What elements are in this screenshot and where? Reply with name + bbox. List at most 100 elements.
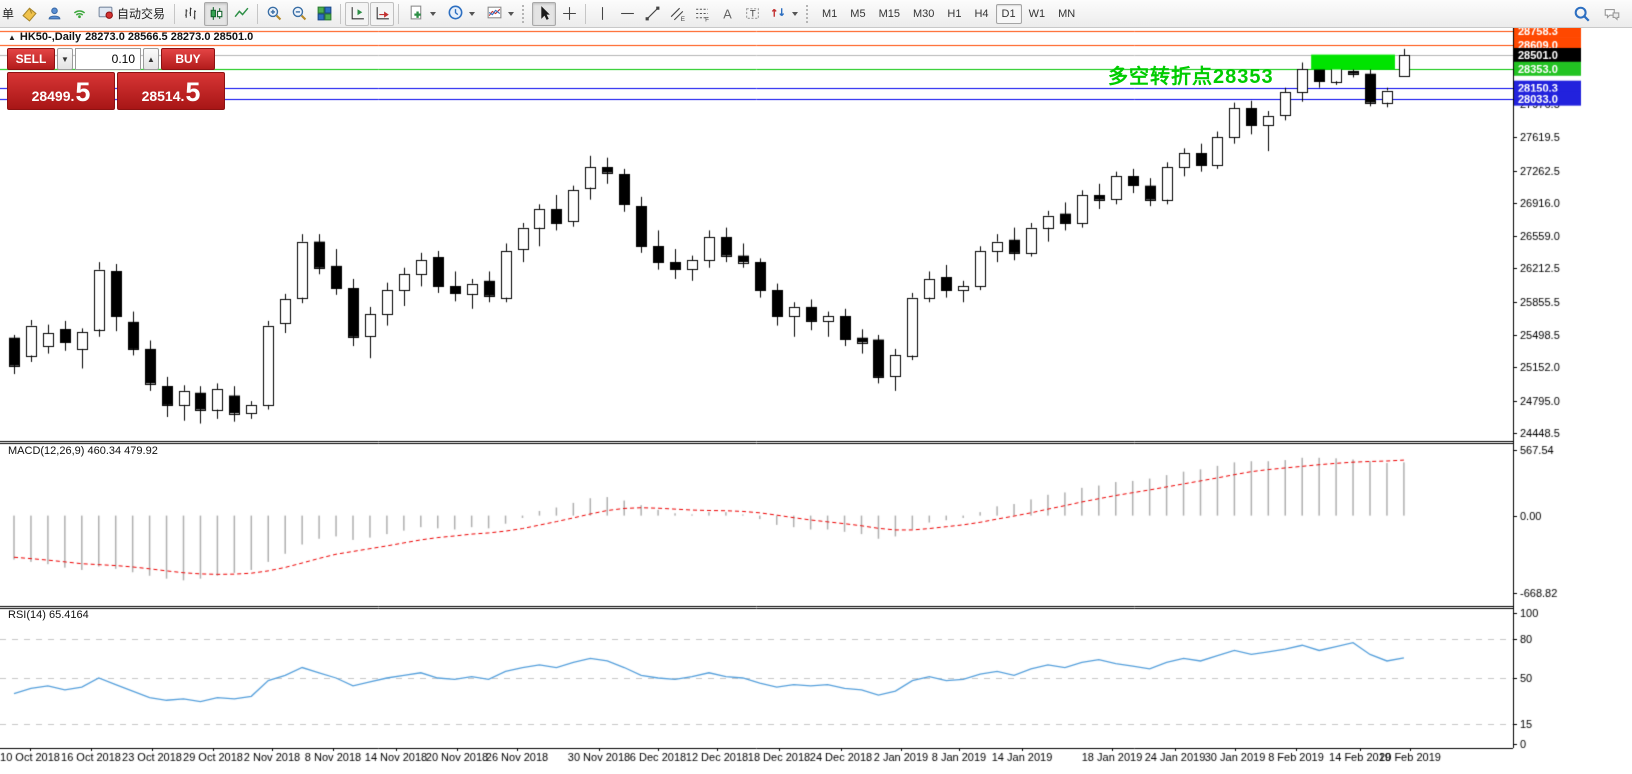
sell-price-big-digit: 5 [75, 77, 91, 107]
horizontal-line-icon [619, 5, 636, 22]
fibonacci-button[interactable]: F [690, 2, 714, 26]
crosshair-button[interactable] [557, 2, 581, 26]
svg-text:T: T [749, 9, 755, 20]
auto-scroll-button[interactable] [370, 1, 395, 26]
timeframe-button-h1[interactable]: H1 [941, 4, 967, 24]
timeframe-button-h4[interactable]: H4 [968, 4, 994, 24]
timeframe-button-d1[interactable]: D1 [995, 3, 1022, 24]
svg-text:A: A [723, 6, 732, 21]
macd-name: MACD(12,26,9) [8, 445, 85, 457]
timeframe-button-w1[interactable]: W1 [1023, 4, 1052, 24]
toolbar-separator [585, 3, 587, 24]
clock-icon [447, 4, 464, 24]
toolbar-right-group [1570, 2, 1632, 26]
buy-price-big-digit: 5 [185, 77, 201, 107]
candlestick-chart-button[interactable] [204, 1, 229, 26]
sell-price-button[interactable]: 28499. 5 [7, 72, 115, 110]
chart-ohlc-values: 28273.0 28566.5 28273.0 28501.0 [85, 31, 254, 43]
signal-button[interactable] [67, 2, 91, 26]
chart-shift-button[interactable] [345, 1, 370, 26]
rsi-value: 65.4164 [48, 609, 89, 621]
auto-trading-label: 自动交易 [117, 7, 166, 21]
collapse-triangle-icon[interactable]: ▲ [8, 32, 16, 42]
zoom-out-icon [291, 5, 308, 22]
sell-button[interactable]: SELL [7, 48, 55, 70]
buy-price-main: 28514. [141, 88, 185, 104]
rsi-indicator-label: RSI(14) 65.4164 [8, 609, 89, 621]
auto-scroll-icon [374, 5, 391, 22]
profile-button[interactable] [42, 2, 66, 26]
new-order-button[interactable] [17, 2, 41, 26]
macd-values: 460.34 479.92 [87, 445, 158, 457]
arrows-button[interactable] [765, 2, 803, 26]
chart-symbol-period: HK50-,Daily [19, 31, 82, 43]
chevron-down-icon [430, 11, 437, 16]
equidistant-channel-icon: E [669, 5, 686, 22]
vertical-line-icon [594, 5, 611, 22]
trendline-button[interactable] [640, 2, 664, 26]
new-order-label[interactable]: 单 [2, 7, 15, 21]
horizontal-line-button[interactable] [615, 2, 639, 26]
timeframe-button-m30[interactable]: M30 [907, 4, 940, 24]
timeframe-group: M1 M5 M15 M30 H1 H4 D1 W1 MN [816, 3, 1081, 24]
fibonacci-icon: F [694, 5, 711, 22]
crosshair-icon [561, 5, 578, 22]
auto-trading-icon [97, 4, 114, 24]
text-label-icon: T [744, 5, 761, 22]
bar-chart-icon [183, 5, 200, 22]
buy-button[interactable]: BUY [161, 48, 215, 70]
channel-button[interactable]: E [665, 2, 689, 26]
chart-shift-icon [349, 5, 366, 22]
chart-title: ▲ HK50-,Daily 28273.0 28566.5 28273.0 28… [8, 31, 253, 43]
sell-price-main: 28499. [31, 88, 75, 104]
tile-windows-button[interactable] [312, 2, 336, 26]
volume-step-up-button[interactable]: ▲ [143, 48, 159, 70]
candlestick-chart-icon [208, 5, 225, 22]
volume-input[interactable]: 0.10 [75, 48, 141, 70]
timeframe-button-m15[interactable]: M15 [873, 4, 906, 24]
tile-windows-icon [316, 5, 333, 22]
toolbar-separator [257, 3, 259, 24]
text-button[interactable]: A [715, 2, 739, 26]
buy-price-button[interactable]: 28514. 5 [117, 72, 225, 110]
search-button[interactable] [1570, 2, 1594, 26]
auto-trading-button[interactable]: 自动交易 [92, 2, 170, 26]
chevron-down-icon [469, 11, 476, 16]
line-chart-button[interactable] [229, 2, 253, 26]
new-chart-icon [408, 4, 425, 24]
chart-canvas[interactable] [0, 28, 1632, 774]
chart-window: ▲ HK50-,Daily 28273.0 28566.5 28273.0 28… [0, 28, 1632, 774]
chevron-down-icon [792, 11, 799, 16]
timeframe-button-m5[interactable]: M5 [844, 4, 871, 24]
cursor-icon [536, 5, 553, 22]
chat-icon [1603, 5, 1621, 23]
text-icon: A [719, 5, 736, 22]
bar-chart-button[interactable] [179, 2, 203, 26]
macd-indicator-label: MACD(12,26,9) 460.34 479.92 [8, 445, 158, 457]
chat-button[interactable] [1600, 2, 1624, 26]
zoom-in-button[interactable] [262, 2, 286, 26]
indicators-button[interactable] [481, 2, 519, 26]
pivot-annotation-text[interactable]: 多空转折点28353 [1108, 66, 1274, 88]
toolbar-separator [398, 3, 400, 24]
profiles-button[interactable] [442, 2, 480, 26]
indicators-icon [486, 4, 503, 24]
timeframe-button-mn[interactable]: MN [1052, 4, 1081, 24]
text-label-button[interactable]: T [740, 2, 764, 26]
toolbar-separator [174, 3, 176, 24]
chevron-down-icon [508, 11, 515, 16]
toolbar-separator [340, 3, 342, 24]
cursor-button[interactable] [532, 1, 557, 26]
one-click-trading-panel: SELL ▼ 0.10 ▲ BUY 28499. 5 28514. 5 [7, 48, 225, 110]
zoom-out-button[interactable] [287, 2, 311, 26]
vertical-line-button[interactable] [590, 2, 614, 26]
volume-step-down-button[interactable]: ▼ [57, 48, 73, 70]
timeframe-button-m1[interactable]: M1 [816, 4, 843, 24]
svg-text:F: F [705, 16, 709, 22]
profile-icon [46, 5, 63, 22]
search-icon [1573, 5, 1591, 23]
new-order-icon [21, 5, 38, 22]
arrows-icon [770, 4, 787, 24]
signal-icon [71, 5, 88, 22]
new-chart-button[interactable] [403, 2, 441, 26]
